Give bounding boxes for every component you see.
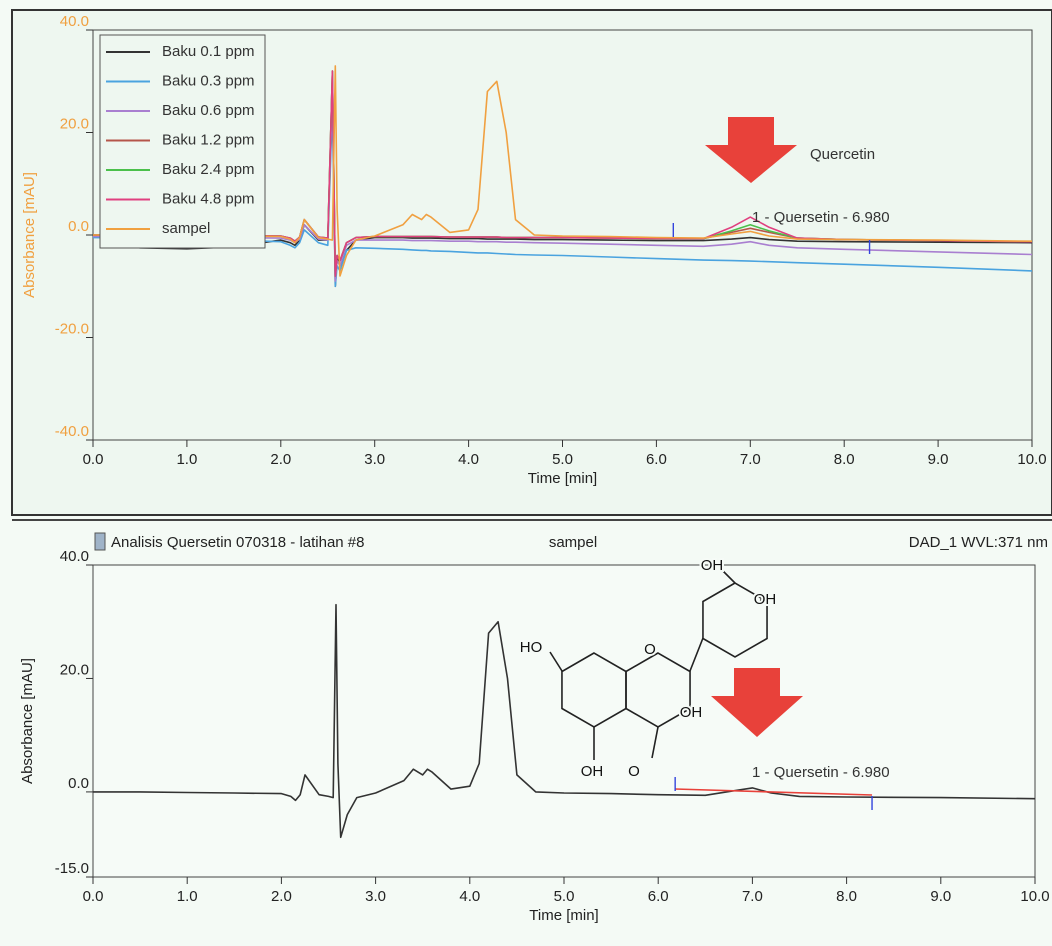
- structure-label: OH: [701, 557, 724, 574]
- structure-bond: [651, 726, 659, 759]
- structure-label: OH: [680, 704, 703, 721]
- x-tick-label: 3.0: [364, 451, 385, 468]
- chart-subtitle: sampel: [549, 534, 597, 551]
- structure-ring: [702, 582, 768, 658]
- x-tick-label: 9.0: [928, 451, 949, 468]
- x-tick-label: 7.0: [740, 451, 761, 468]
- x-tick-label: 4.0: [458, 451, 479, 468]
- structure-bond: [689, 707, 693, 713]
- x-tick-label: 7.0: [742, 888, 763, 905]
- y-tick-label: 20.0: [60, 661, 89, 678]
- annotation: Quercetin: [810, 146, 875, 163]
- x-tick-label: 6.0: [648, 888, 669, 905]
- structure-bond: [759, 599, 768, 602]
- red-arrow: [705, 117, 797, 183]
- legend-label: Baku 0.3 ppm: [162, 72, 255, 89]
- x-tick-label: 10.0: [1020, 888, 1049, 905]
- bottom-chart: 0.0 1.0 2.0 3.0 4.0 5.0 6.0 7.0 8.0 9.0 10.0 40.0 20…: [19, 534, 1050, 924]
- legend-label: Baku 2.4 ppm: [162, 161, 255, 178]
- x-tick-label: 5.0: [552, 451, 573, 468]
- y-tick-label: 20.0: [60, 115, 89, 132]
- y-axis-label: Absorbance [mAU]: [19, 658, 36, 784]
- x-tick-label: 8.0: [834, 451, 855, 468]
- x-tick-label: 6.0: [646, 451, 667, 468]
- integration-baseline: [675, 788, 873, 796]
- annotation: 1 - Quersetin - 6.980: [752, 209, 890, 226]
- x-tick-label: 9.0: [930, 888, 951, 905]
- y-tick-label: 40.0: [60, 548, 89, 565]
- legend-label: Baku 0.1 ppm: [162, 43, 255, 60]
- x-tick-label: 1.0: [176, 451, 197, 468]
- y-tick-label: -40.0: [55, 423, 89, 440]
- x-axis-label: Time [min]: [528, 470, 597, 487]
- series-line: [93, 603, 1035, 839]
- detector-label: DAD_1 WVL:371 nm: [909, 534, 1048, 551]
- legend-label: sampel: [162, 220, 210, 237]
- structure-label: OH: [581, 763, 604, 780]
- x-tick-label: 4.0: [459, 888, 480, 905]
- legend-label: Baku 4.8 ppm: [162, 190, 255, 207]
- y-tick-label: 0.0: [68, 775, 89, 792]
- file-icon: [94, 532, 106, 551]
- structure-label: HO: [520, 639, 543, 656]
- x-tick-label: 2.0: [271, 888, 292, 905]
- plot-lines: [93, 603, 1035, 839]
- x-tick-label: 2.0: [270, 451, 291, 468]
- series-line: [93, 65, 1032, 277]
- annotation: 1 - Quersetin - 6.980: [752, 764, 890, 781]
- structure-label: O: [628, 763, 640, 780]
- top-chart: 0.0 1.0 2.0 3.0 4.0 5.0 6.0 7.0 8.0 9.0 10.0 40.0 20…: [21, 13, 1047, 487]
- structure-bond: [719, 567, 736, 584]
- y-tick-label: -20.0: [55, 320, 89, 337]
- x-tick-label: 5.0: [554, 888, 575, 905]
- structure-bond: [689, 637, 704, 672]
- legend-label: Baku 0.6 ppm: [162, 102, 255, 119]
- y-tick-label: -15.0: [55, 860, 89, 877]
- y-axis-label: Absorbance [mAU]: [21, 172, 38, 298]
- structure-bond: [549, 651, 563, 672]
- x-tick-label: 10.0: [1017, 451, 1046, 468]
- y-tick-label: 0.0: [68, 218, 89, 235]
- x-tick-label: 0.0: [83, 888, 104, 905]
- structure-label: O: [644, 641, 656, 658]
- series-line: [93, 90, 1032, 282]
- series-line: [93, 80, 1032, 288]
- x-tick-label: 3.0: [365, 888, 386, 905]
- x-tick-label: 0.0: [83, 451, 104, 468]
- chart-title: Analisis Quersetin 070318 - latihan #8: [111, 534, 365, 551]
- structure-label: OH: [754, 591, 777, 608]
- series-line: [93, 106, 1032, 288]
- x-tick-label: 1.0: [177, 888, 198, 905]
- bottom-plot-area: [92, 564, 1036, 878]
- x-tick-label: 8.0: [836, 888, 857, 905]
- plot-lines: [93, 65, 1032, 288]
- legend-label: Baku 1.2 ppm: [162, 131, 255, 148]
- red-arrow: [711, 668, 803, 737]
- y-tick-label: 40.0: [60, 13, 89, 30]
- x-axis-label: Time [min]: [529, 907, 598, 924]
